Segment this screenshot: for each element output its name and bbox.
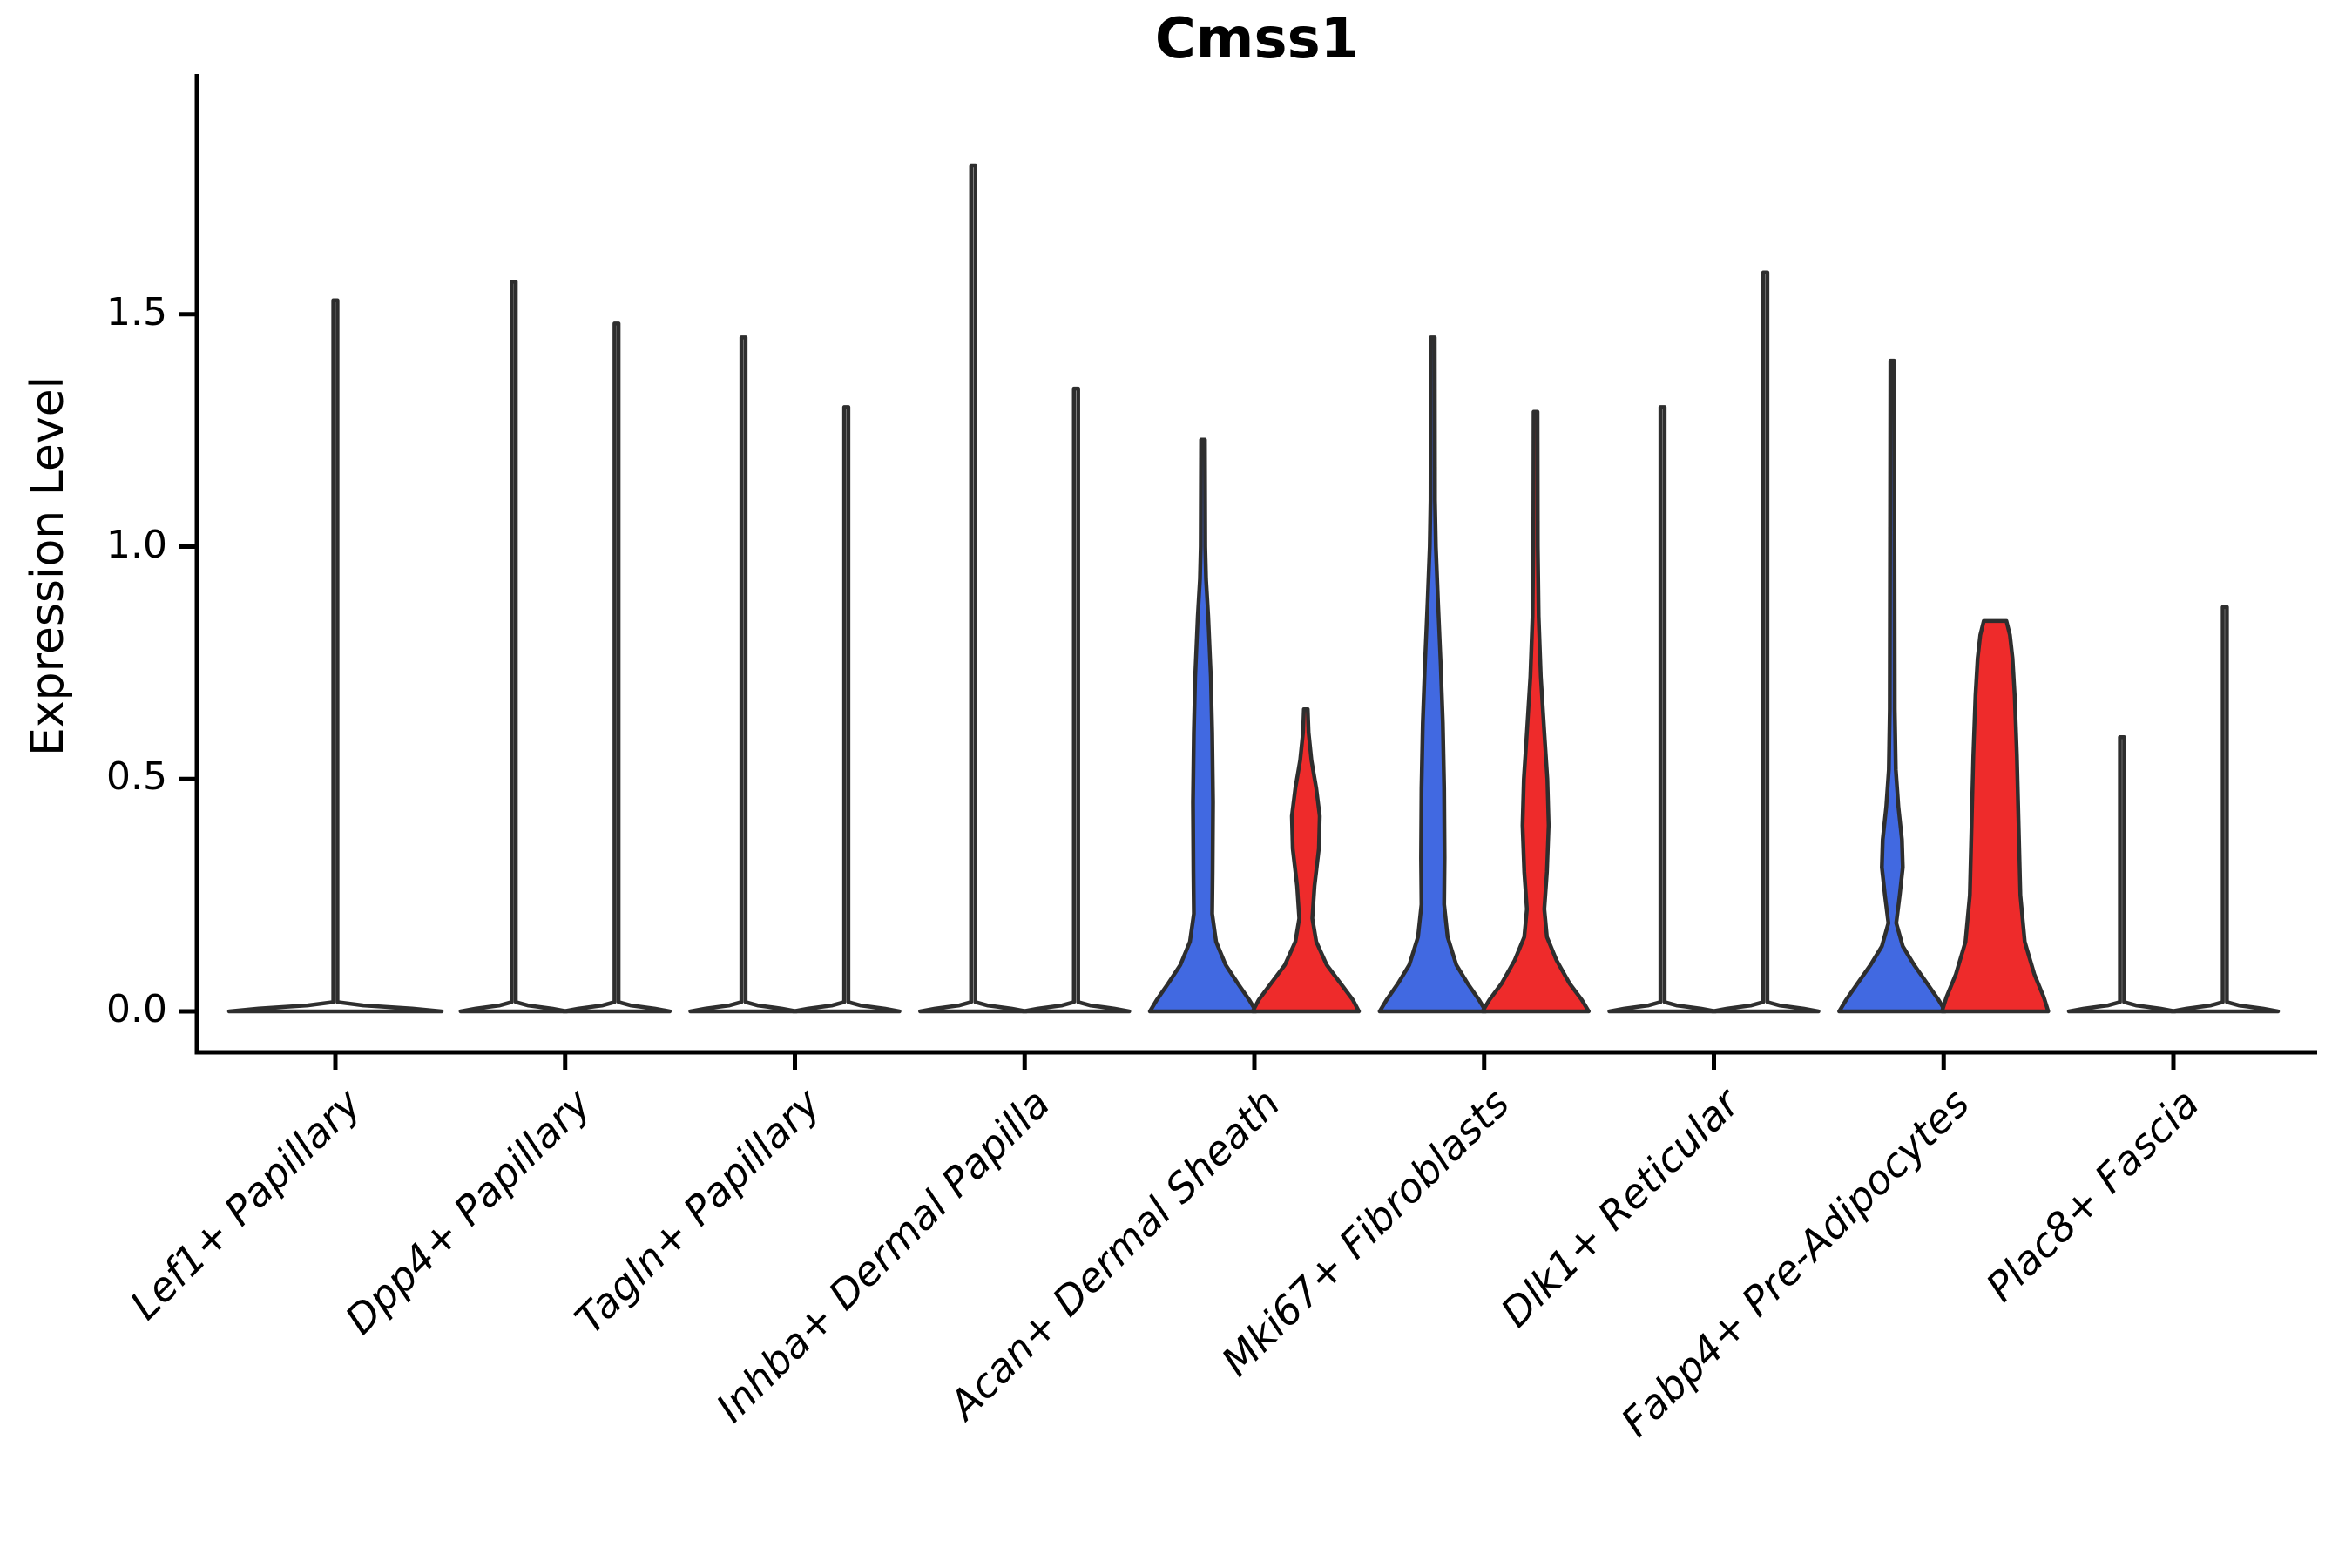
violin-fabp4-right	[1940, 618, 2051, 1014]
violin-mki67-right	[1480, 409, 1592, 1014]
violin-acan-left	[1147, 437, 1259, 1014]
chart-title: Cmss1	[1154, 7, 1360, 71]
y-axis-label: Expression Level	[22, 375, 74, 757]
violin-inhba-left	[918, 163, 1029, 1014]
y-tick-label-0.0: 0.0	[106, 987, 167, 1031]
violin-plac8-right	[2169, 605, 2281, 1014]
violin-lef1-center	[226, 298, 444, 1014]
violin-plac8-left	[2066, 734, 2178, 1014]
violin-dlk1-right	[1710, 270, 1821, 1014]
y-tick-label-1.0: 1.0	[106, 522, 167, 567]
violin-dlk1-left	[1607, 405, 1718, 1014]
violin-tagln-left	[688, 335, 799, 1014]
violin-inhba-right	[1021, 386, 1132, 1014]
violin-tagln-right	[791, 405, 902, 1014]
violin-mki67-left	[1377, 335, 1489, 1014]
violin-dpp4-left	[458, 280, 570, 1014]
violin-dpp4-right	[561, 321, 672, 1014]
violin-fabp4-left	[1837, 358, 1948, 1014]
violin-acan-right	[1250, 706, 1362, 1014]
y-tick-label-1.5: 1.5	[106, 289, 167, 335]
y-tick-label-0.5: 0.5	[106, 754, 167, 800]
